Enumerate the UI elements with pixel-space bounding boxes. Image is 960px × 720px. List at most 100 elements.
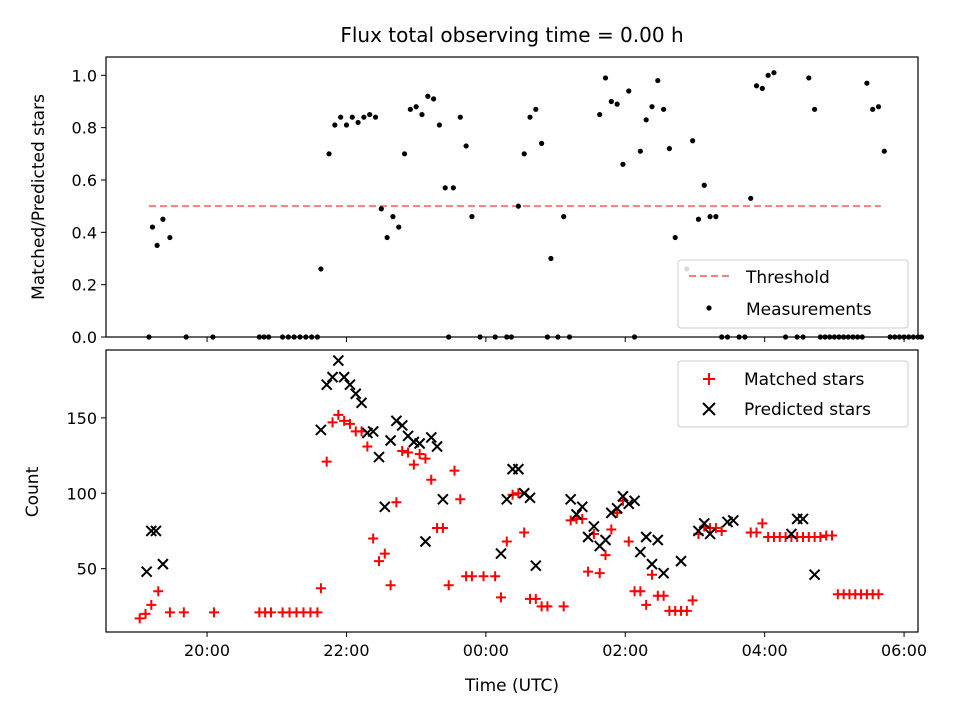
matched-point [312,607,323,618]
predicted-point [611,502,623,515]
predicted-point [704,528,716,540]
y-tick-label: 1.0 [72,66,97,85]
measurement-point [901,334,907,340]
measurement-point [765,72,771,78]
measurement-point [841,334,847,340]
measurement-point [527,114,533,120]
predicted-point [495,547,507,560]
legend-frame [677,360,909,428]
y-tick-label: 100 [66,484,97,503]
measurement-point [504,334,510,340]
matched-point [397,446,408,457]
matched-point [146,599,157,610]
matched-point [315,583,326,594]
predicted-point [588,520,600,533]
matched-point [443,580,454,591]
measurement-point [608,98,614,105]
legend-measurements-label: Measurements [746,300,872,320]
measurement-point [446,334,452,340]
measurement-point [649,104,655,110]
predicted-point [344,378,356,391]
measurement-point [425,93,431,99]
measurement-point [713,214,719,220]
predicted-point [652,534,664,546]
legend-matched-swatch [703,373,715,385]
predicted-point [350,388,362,400]
measurement-point [407,106,413,112]
measurement-point [544,334,551,340]
predicted-point [332,354,345,367]
x-axis-label: Time (UTC) [464,676,559,696]
measurement-point [822,334,828,340]
measurement-point [396,224,402,230]
measurement-point [736,334,742,340]
matched-point [495,592,506,603]
matched-point [641,599,652,610]
measurement-point [812,106,818,112]
y-tick-label: 0.4 [72,223,97,242]
matched-point [542,601,553,612]
measurement-point [515,203,521,209]
measurement-point [918,334,925,340]
measurement-point [896,334,903,340]
legend-measurements-swatch [706,305,712,311]
measurement-point [442,185,448,191]
measurement-point [800,334,806,340]
matched-point [565,515,576,526]
predicted-point [628,495,641,507]
y-tick-label: 150 [66,409,97,428]
matched-point [391,497,402,508]
measurement-point [372,114,379,120]
measurement-point [666,145,673,152]
matched-point [478,571,489,582]
measurement-point [413,104,419,110]
measurement-point [548,255,554,262]
y-axis-label-ratio: Matched/Predicted stars [29,94,49,300]
matched-point [623,536,634,547]
matched-point [265,607,276,618]
matched-point [646,569,657,580]
y-tick-label: 0.8 [72,119,97,138]
measurement-point [631,334,638,340]
x-tick-label: 02:00 [602,641,648,660]
matched-point [873,589,884,600]
matched-point [558,601,569,612]
measurement-point [794,334,800,340]
matched-point [437,522,448,533]
measurement-point [555,334,561,340]
legend-count: Matched stars Predicted stars [677,360,909,428]
measurement-point [672,234,678,241]
measurement-point [210,334,216,340]
measurement-point [183,334,189,340]
measurement-point [309,334,315,340]
legend-frame [677,259,909,329]
matched-point [140,608,151,619]
measurement-point [492,334,498,340]
measurement-point [314,334,321,340]
measurement-point [508,334,515,340]
matched-point [164,607,175,618]
matched-point [751,527,762,538]
x-tick-label: 06:00 [881,641,927,660]
predicted-point [582,531,594,543]
predicted-point [379,501,391,513]
measurement-point [154,242,160,249]
matched-point [716,525,727,536]
measurement-point [831,334,837,340]
measurement-point [457,114,463,120]
measurement-point [707,214,713,220]
measurement-point [701,182,707,188]
predicted-point [373,451,385,463]
predicted-point [564,493,577,506]
matched-point [327,417,338,428]
measurement-point [854,334,861,340]
measurement-point [836,334,842,340]
measurement-point [332,122,338,128]
predicted-point [355,397,368,409]
measurement-point [355,119,361,126]
measurement-point [343,122,350,128]
predicted-point [640,531,652,543]
predicted-point [576,501,588,513]
measurement-point [160,216,166,222]
measurement-point [753,83,760,89]
